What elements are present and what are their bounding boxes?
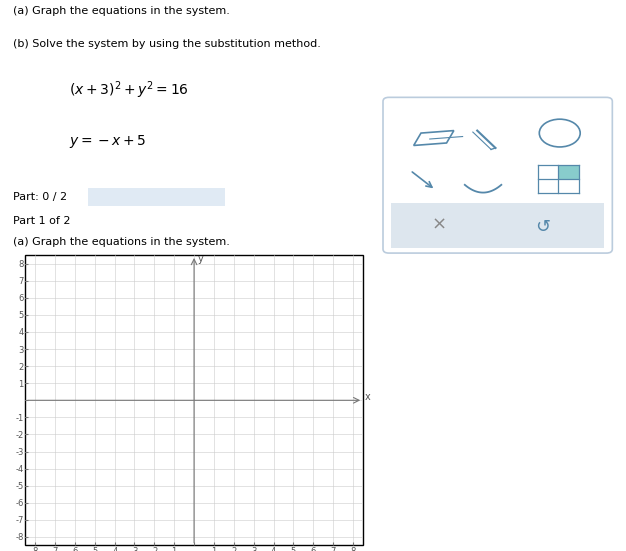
Text: (a) Graph the equations in the system.: (a) Graph the equations in the system.: [13, 237, 229, 247]
Text: $y=-x+5$: $y=-x+5$: [69, 133, 146, 150]
Text: $(x+3)^2+y^2=16$: $(x+3)^2+y^2=16$: [69, 79, 189, 101]
Text: (a) Graph the equations in the system.: (a) Graph the equations in the system.: [13, 6, 229, 15]
Text: (b) Solve the system by using the substitution method.: (b) Solve the system by using the substi…: [13, 39, 321, 48]
Bar: [391, 203, 604, 247]
Text: y: y: [198, 254, 204, 264]
Text: Part 1 of 2: Part 1 of 2: [13, 216, 70, 226]
Bar: [558, 165, 578, 179]
Text: x: x: [365, 392, 371, 402]
FancyBboxPatch shape: [383, 98, 612, 253]
Text: $\circlearrowleft$: $\circlearrowleft$: [532, 217, 551, 235]
Text: ×: ×: [432, 216, 447, 234]
Bar: [25, 255, 363, 545]
Bar: [88, 188, 225, 206]
Text: Part: 0 / 2: Part: 0 / 2: [13, 192, 66, 202]
